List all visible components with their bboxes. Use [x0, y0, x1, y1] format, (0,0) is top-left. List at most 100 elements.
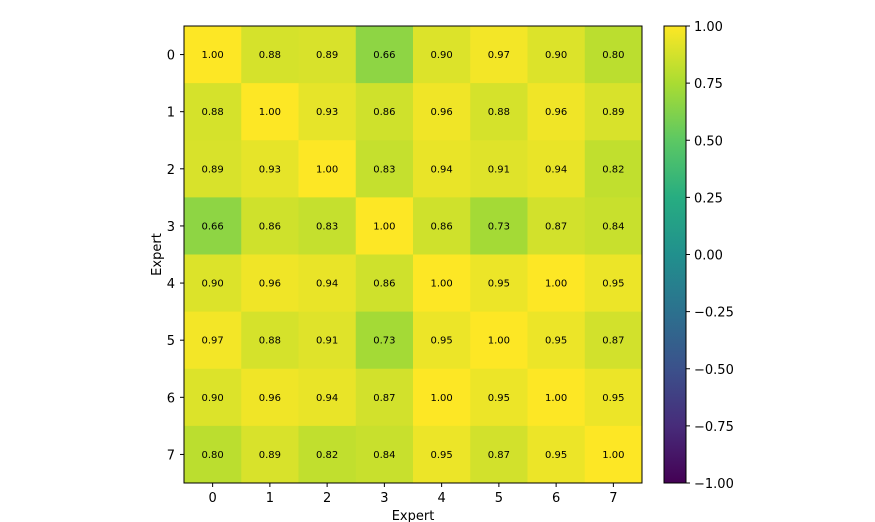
heatmap-cells [184, 26, 643, 484]
cell-value-3-2: 0.83 [316, 221, 338, 232]
heatmap-cell-4-4 [413, 254, 471, 313]
heatmap-cell-5-4 [413, 311, 471, 370]
cell-value-4-6: 1.00 [545, 279, 567, 290]
heatmap-cell-0-5 [470, 26, 528, 84]
cell-value-2-3: 0.83 [373, 164, 395, 175]
cell-value-2-2: 1.00 [316, 164, 338, 175]
heatmap-cell-2-6 [527, 140, 586, 198]
heatmap-cell-4-6 [527, 254, 586, 313]
cell-value-1-6: 0.96 [545, 107, 567, 118]
heatmap-cell-4-2 [298, 254, 357, 313]
heatmap-cell-6-7 [584, 368, 643, 427]
cell-value-3-5: 0.73 [488, 221, 510, 232]
heatmap-cell-3-6 [527, 197, 586, 255]
heatmap-cell-5-1 [241, 311, 299, 370]
y-tick-label-6: 6 [167, 391, 175, 406]
colorbar-tick-label-7: −0.75 [694, 420, 734, 435]
heatmap-cell-2-0 [184, 140, 242, 198]
colorbar-tick-label-8: −1.00 [694, 477, 734, 492]
cell-value-2-6: 0.94 [545, 164, 567, 175]
heatmap-cell-7-5 [470, 425, 528, 484]
cell-value-1-2: 0.93 [316, 107, 338, 118]
cell-value-5-0: 0.97 [201, 336, 223, 347]
heatmap-cell-0-1 [241, 26, 299, 84]
colorbar-tick-label-4: 0.00 [694, 249, 723, 264]
cell-value-7-3: 0.84 [373, 450, 395, 461]
heatmap-cell-4-3 [355, 254, 414, 313]
heatmap-cell-5-3 [355, 311, 414, 370]
cell-value-1-1: 1.00 [259, 107, 281, 118]
heatmap-cell-7-7 [584, 425, 643, 484]
y-axis-ticks: 0 1 2 3 4 5 6 7 [167, 49, 184, 463]
cell-value-3-3: 1.00 [373, 221, 395, 232]
colorbar-tick-label-3: 0.25 [694, 191, 723, 206]
heatmap-cell-3-3 [355, 197, 414, 255]
cell-value-6-6: 1.00 [545, 393, 567, 404]
heatmap-cell-6-3 [355, 368, 414, 427]
heatmap-cell-4-5 [470, 254, 528, 313]
x-axis-ticks: 0 1 2 3 4 5 6 7 [208, 483, 618, 506]
heatmap-cell-3-0 [184, 197, 242, 255]
heatmap-cell-5-2 [298, 311, 357, 370]
cell-value-5-5: 1.00 [488, 336, 510, 347]
heatmap-cell-2-5 [470, 140, 528, 198]
colorbar-tick-label-5: −0.25 [694, 306, 734, 321]
heatmap-cell-2-7 [584, 140, 643, 198]
heatmap-cell-0-4 [413, 26, 471, 84]
cell-value-6-3: 0.87 [373, 393, 395, 404]
heatmap-cell-2-1 [241, 140, 299, 198]
heatmap-cell-7-3 [355, 425, 414, 484]
heatmap-cell-1-4 [413, 83, 471, 141]
cell-value-6-7: 0.95 [602, 393, 624, 404]
heatmap-cell-1-5 [470, 83, 528, 141]
heatmap-cell-0-2 [298, 26, 357, 84]
cell-value-5-7: 0.87 [602, 336, 624, 347]
cell-value-7-4: 0.95 [430, 450, 452, 461]
heatmap-cell-0-3 [355, 26, 414, 84]
cell-value-1-5: 0.88 [488, 107, 510, 118]
x-axis-label: Expert [392, 509, 435, 522]
cell-value-2-0: 0.89 [201, 164, 223, 175]
cell-value-7-2: 0.82 [316, 450, 338, 461]
x-tick-label-1: 1 [266, 491, 274, 506]
cell-value-2-7: 0.82 [602, 164, 624, 175]
cell-value-3-4: 0.86 [430, 221, 452, 232]
cell-value-2-1: 0.93 [259, 164, 281, 175]
heatmap-cell-5-7 [584, 311, 643, 370]
cell-value-1-3: 0.86 [373, 107, 395, 118]
cell-value-6-1: 0.96 [259, 393, 281, 404]
heatmap-cell-2-3 [355, 140, 414, 198]
cell-value-3-1: 0.86 [259, 221, 281, 232]
cell-value-0-0: 1.00 [201, 50, 223, 61]
colorbar-tick-label-2: 0.50 [694, 134, 723, 149]
heatmap-cell-1-7 [584, 83, 643, 141]
y-tick-label-3: 3 [167, 220, 175, 235]
heatmap-cell-2-2 [298, 140, 357, 198]
y-tick-label-7: 7 [167, 448, 175, 463]
heatmap-cell-1-6 [527, 83, 586, 141]
heatmap-cell-6-4 [413, 368, 471, 427]
colorbar-tick-label-0: 1.00 [694, 20, 723, 35]
cell-value-1-7: 0.89 [602, 107, 624, 118]
cell-value-1-4: 0.96 [430, 107, 452, 118]
heatmap-cell-1-2 [298, 83, 357, 141]
cell-value-4-4: 1.00 [430, 279, 452, 290]
heatmap-cell-6-1 [241, 368, 299, 427]
heatmap-cell-7-1 [241, 425, 299, 484]
heatmap-cell-3-1 [241, 197, 299, 255]
heatmap-cell-0-7 [584, 26, 643, 84]
x-tick-label-2: 2 [323, 491, 331, 506]
x-tick-label-4: 4 [437, 491, 445, 506]
y-tick-label-2: 2 [167, 163, 175, 178]
x-tick-label-0: 0 [208, 491, 216, 506]
cell-value-4-0: 0.90 [201, 279, 223, 290]
heatmap-cell-4-0 [184, 254, 242, 313]
cell-value-5-3: 0.73 [373, 336, 395, 347]
cell-value-4-2: 0.94 [316, 279, 338, 290]
x-tick-label-3: 3 [380, 491, 388, 506]
cell-value-7-1: 0.89 [259, 450, 281, 461]
heatmap-cell-5-5 [470, 311, 528, 370]
cell-value-4-7: 0.95 [602, 279, 624, 290]
cell-value-0-2: 0.89 [316, 50, 338, 61]
